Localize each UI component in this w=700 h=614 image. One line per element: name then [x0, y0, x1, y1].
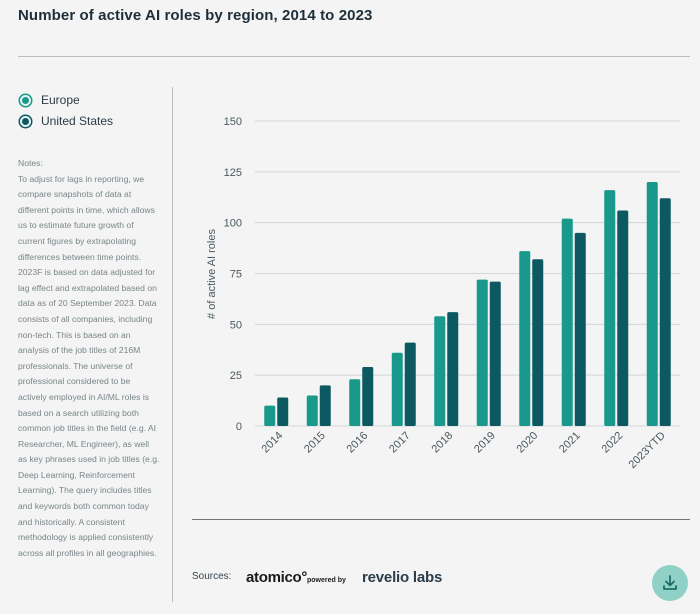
- x-tick-label: 2019: [472, 430, 498, 456]
- x-tick-label: 2023YTD: [627, 430, 668, 471]
- bar-united-states-2017[interactable]: [404, 342, 416, 426]
- bar-united-states-2019[interactable]: [489, 281, 501, 426]
- x-tick-label: 2015: [302, 430, 328, 456]
- bar-europe-2015[interactable]: [306, 395, 318, 427]
- x-tick-label: 2020: [515, 430, 541, 456]
- download-icon: [663, 575, 677, 590]
- legend-marker-europe-icon: [20, 94, 31, 106]
- notes-heading: Notes:: [18, 158, 43, 168]
- sources-label: Sources:: [192, 571, 232, 582]
- bar-europe-2023ytd[interactable]: [646, 182, 658, 426]
- bar-united-states-2023ytd[interactable]: [659, 198, 671, 426]
- bar-europe-2021[interactable]: [561, 218, 573, 426]
- title-divider: [18, 56, 690, 57]
- x-tick-label: 2018: [430, 430, 456, 456]
- bar-chart: 0 25 50 75 100 125 150 # of active AI roles 2014…: [206, 116, 680, 471]
- bar-united-states-2016[interactable]: [362, 367, 374, 426]
- y-tick-label: 75: [230, 269, 242, 281]
- download-button[interactable]: [652, 565, 688, 601]
- bar-united-states-2015[interactable]: [319, 385, 331, 426]
- bar-united-states-2022[interactable]: [617, 210, 629, 426]
- x-tick-label: 2021: [557, 430, 583, 456]
- bar-united-states-2018[interactable]: [447, 312, 459, 426]
- x-tick-label: 2017: [387, 430, 413, 456]
- bar-europe-2016[interactable]: [349, 379, 361, 426]
- footer-divider: [192, 519, 690, 520]
- x-tick-label: 2014: [260, 430, 286, 456]
- y-tick-label: 25: [230, 370, 242, 382]
- y-tick-label: 100: [224, 218, 242, 230]
- chart-legend: Europe United States: [18, 90, 113, 132]
- bar-united-states-2014[interactable]: [277, 397, 289, 426]
- bar-europe-2018[interactable]: [434, 316, 446, 426]
- powered-by-text: powered by: [307, 577, 346, 584]
- notes-body: To adjust for lags in reporting, we comp…: [18, 173, 160, 558]
- bar-europe-2017[interactable]: [391, 352, 403, 426]
- bar-europe-2020[interactable]: [519, 251, 531, 426]
- legend-item-europe[interactable]: Europe: [18, 90, 113, 110]
- y-axis-label: # of active AI roles: [206, 229, 218, 319]
- page-title: Number of active AI roles by region, 201…: [18, 7, 373, 24]
- bar-europe-2014[interactable]: [264, 405, 276, 426]
- x-tick-label: 2022: [600, 430, 626, 456]
- y-tick-label: 0: [236, 421, 242, 433]
- legend-marker-united-states-icon: [20, 115, 31, 127]
- bar-europe-2019[interactable]: [476, 279, 488, 426]
- bar-europe-2022[interactable]: [604, 190, 616, 426]
- bar-united-states-2020[interactable]: [532, 259, 544, 426]
- notes-panel: Notes: To adjust for lags in reporting, …: [18, 156, 160, 561]
- x-tick-label: 2016: [345, 430, 371, 456]
- legend-label-europe: Europe: [41, 93, 80, 107]
- revelio-labs-logo: revelio labs: [362, 569, 443, 586]
- sidebar-divider: [172, 87, 173, 602]
- bar-united-states-2021[interactable]: [574, 232, 586, 426]
- legend-item-united-states[interactable]: United States: [18, 111, 113, 131]
- y-tick-label: 150: [224, 116, 242, 128]
- y-tick-label: 125: [224, 167, 242, 179]
- y-tick-label: 50: [230, 319, 242, 331]
- legend-label-united-states: United States: [41, 114, 114, 128]
- atomico-logo: atomico°: [246, 569, 308, 586]
